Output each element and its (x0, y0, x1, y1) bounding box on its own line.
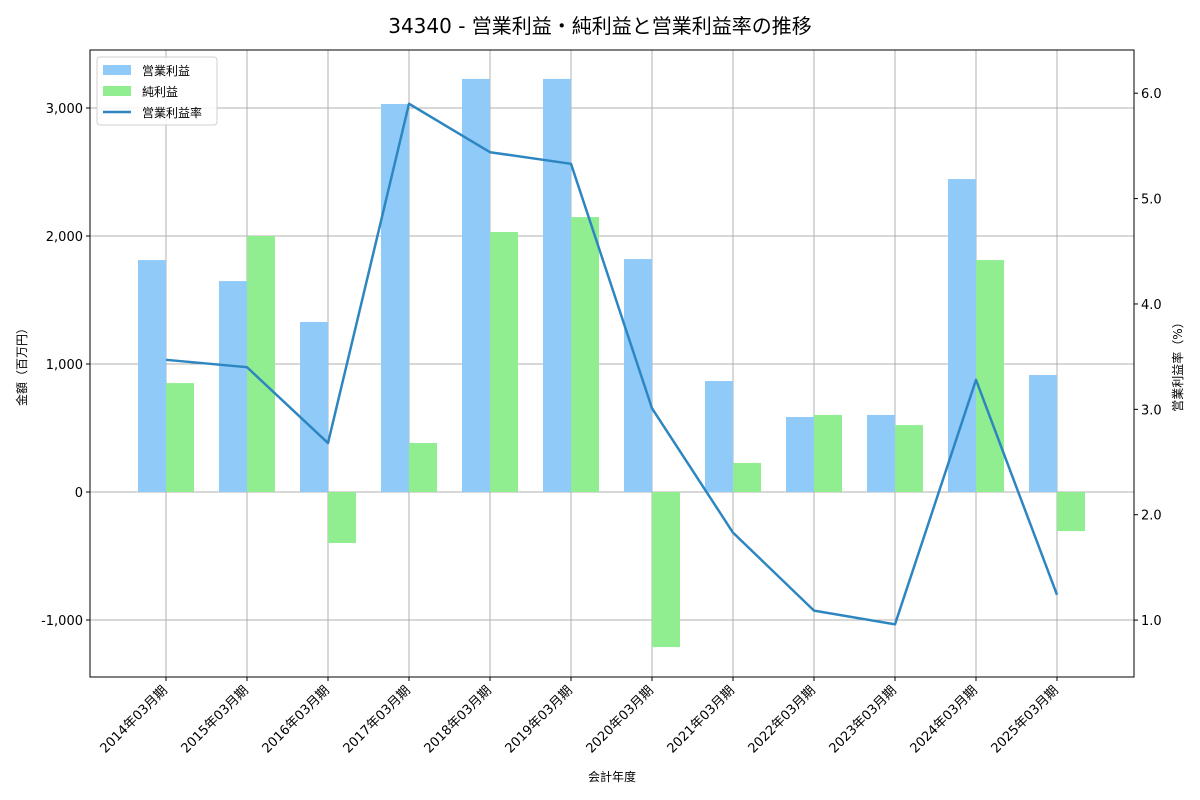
y2-tick-label: 3.0 (1141, 403, 1162, 418)
x-tick-label: 2020年03月期 (584, 683, 657, 756)
x-tick-label: 2023年03月期 (827, 683, 900, 756)
bar (462, 78, 490, 493)
bar (138, 260, 166, 493)
bar (328, 492, 356, 543)
bar (786, 417, 814, 493)
y2-tick-label: 5.0 (1141, 193, 1162, 208)
bar (1029, 375, 1057, 493)
bar (895, 425, 923, 493)
legend-label: 純利益 (142, 85, 178, 99)
bar (867, 414, 895, 493)
x-tick-label: 2025年03月期 (989, 683, 1062, 756)
y2-tick-label: 1.0 (1141, 614, 1162, 629)
bar (490, 232, 518, 493)
bar (543, 78, 571, 493)
bar (1057, 492, 1085, 532)
legend-swatch (103, 65, 131, 75)
y2-tick-label: 4.0 (1141, 298, 1162, 313)
x-axis-title: 会計年度 (588, 769, 636, 784)
y2-tick-label: 2.0 (1141, 509, 1162, 524)
x-tick-label: 2022年03月期 (746, 683, 819, 756)
x-tick-label: 2024年03月期 (908, 683, 981, 756)
bar (976, 260, 1004, 493)
y2-tick-label: 6.0 (1141, 87, 1162, 102)
y-tick-label: 1,000 (46, 358, 83, 373)
y2-axis-title: 営業利益率（%） (1170, 316, 1185, 411)
chart-title: 34340 - 営業利益・純利益と営業利益率の推移 (388, 14, 812, 38)
bar (948, 179, 976, 493)
x-tick-label: 2016年03月期 (260, 683, 333, 756)
legend-swatch (103, 86, 131, 96)
bar (381, 104, 409, 493)
legend-label: 営業利益 (142, 64, 190, 78)
bar (733, 462, 761, 493)
bar (571, 217, 599, 493)
x-tick-label: 2017年03月期 (341, 683, 414, 756)
x-tick-label: 2015年03月期 (179, 683, 252, 756)
x-axis: 2014年03月期 2015年03月期 2016年03月期 2017年03月期 2018… (98, 677, 1062, 757)
operating-margin-line (165, 102, 1059, 626)
x-tick-label: 2021年03月期 (665, 683, 738, 756)
bar (814, 414, 842, 493)
bar (300, 322, 328, 493)
bar (624, 259, 652, 493)
bar (652, 492, 680, 648)
x-tick-label: 2018年03月期 (422, 683, 495, 756)
bar (166, 383, 194, 493)
y-tick-label: 2,000 (46, 230, 83, 245)
bar (219, 281, 247, 493)
y-axis-title: 金額（百万円） (14, 322, 29, 406)
plot-frame (89, 49, 1135, 678)
left-y-axis: -1,000 0 1,000 2,000 3,000 (41, 102, 90, 629)
right-y-axis: 1.0 2.0 3.0 4.0 5.0 6.0 (1134, 87, 1162, 629)
y-tick-label: 0 (75, 486, 83, 501)
x-tick-label: 2014年03月期 (98, 683, 171, 756)
x-tick-label: 2019年03月期 (503, 683, 576, 756)
y-tick-label: 3,000 (46, 102, 83, 117)
bars (138, 78, 1085, 648)
bar (705, 381, 733, 493)
bar (247, 236, 275, 493)
y-tick-label: -1,000 (41, 614, 83, 629)
bar (409, 442, 437, 493)
legend-label: 営業利益率 (142, 105, 202, 120)
